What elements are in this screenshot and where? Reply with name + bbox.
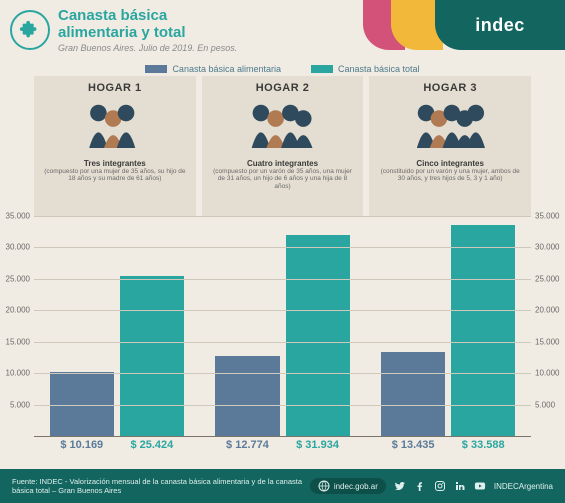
chart-area: HOGAR 1Tres integrantes(compuesto por un… (30, 76, 535, 454)
ytick-left: 35.000 (4, 212, 34, 221)
infographic-card: indec Canasta básica alimentaria y total… (0, 0, 565, 503)
legend-label-1: Canasta básica alimentaria (172, 64, 281, 74)
bar-columns (34, 216, 531, 436)
footer: Fuente: INDEC - Valorización mensual de … (0, 469, 565, 503)
footer-source: Fuente: INDEC - Valorización mensual de … (12, 477, 310, 495)
bar-group-1 (34, 216, 200, 436)
legend-swatch-2 (311, 65, 333, 73)
family-icon (375, 98, 525, 157)
ytick-left: 30.000 (4, 243, 34, 252)
panel-sub: Cinco integrantes (375, 159, 525, 168)
panel-sub: Tres integrantes (40, 159, 190, 168)
bar-v2 (286, 235, 350, 436)
value-cell-3: $ 13.435 $ 33.588 (365, 436, 531, 454)
plot: 5.0005.00010.00010.00015.00015.00020.000… (34, 216, 531, 436)
footer-socials: indec.gob.ar INDECArgentina (310, 478, 553, 494)
panel-desc: (compuesto por un varón de 35 años, una … (208, 168, 358, 190)
panel-hogar-1: HOGAR 1 Tres integrantes(compuesto por un… (34, 76, 196, 216)
bar-group-3 (365, 216, 531, 436)
value-cba: $ 12.774 (215, 439, 279, 451)
panel-hogar-2: HOGAR 2 Cuatro integrantes(compuesto por … (202, 76, 364, 216)
panels-row: HOGAR 1Tres integrantes(compuesto por un… (34, 76, 531, 216)
ytick-left: 20.000 (4, 306, 34, 315)
youtube-icon (474, 480, 486, 492)
bar-group-2 (200, 216, 366, 436)
subtitle: Gran Buenos Aires. Julio de 2019. En pes… (58, 43, 555, 53)
linkedin-icon (454, 480, 466, 492)
panel-hogar-3: HOGAR 3 Cinco integrantes(constituido por… (369, 76, 531, 216)
instagram-icon (434, 480, 446, 492)
legend-label-2: Canasta básica total (338, 64, 420, 74)
value-cell-1: $ 10.169 $ 25.424 (34, 436, 200, 454)
ytick-right: 15.000 (531, 337, 561, 346)
facebook-icon (414, 480, 426, 492)
panel-desc: (compuesto por una mujer de 35 años, su … (40, 168, 190, 183)
legend-item-1: Canasta básica alimentaria (145, 64, 281, 74)
value-cbt: $ 31.934 (286, 439, 350, 451)
panel-title: HOGAR 1 (40, 82, 190, 94)
ytick-right: 35.000 (531, 212, 561, 221)
site-url: indec.gob.ar (334, 482, 378, 491)
gridline (34, 310, 531, 311)
gridline (34, 279, 531, 280)
gridline (34, 247, 531, 248)
gridline (34, 405, 531, 406)
bar-v2 (120, 276, 184, 436)
site-chip: indec.gob.ar (310, 478, 386, 494)
ytick-right: 30.000 (531, 243, 561, 252)
value-cbt: $ 33.588 (451, 439, 515, 451)
panel-title: HOGAR 2 (208, 82, 358, 94)
globe-icon (318, 480, 330, 492)
panel-sub: Cuatro integrantes (208, 159, 358, 168)
legend-swatch-1 (145, 65, 167, 73)
title-line-2: alimentaria y total (58, 25, 555, 42)
ytick-left: 10.000 (4, 369, 34, 378)
value-cba: $ 10.169 (50, 439, 114, 451)
ytick-right: 10.000 (531, 369, 561, 378)
ytick-left: 25.000 (4, 274, 34, 283)
family-icon (208, 98, 358, 157)
gridline (34, 373, 531, 374)
social-handle: INDECArgentina (494, 482, 553, 491)
ytick-left: 5.000 (4, 400, 34, 409)
header: Canasta básica alimentaria y total Gran … (0, 0, 565, 62)
title-block: Canasta básica alimentaria y total Gran … (58, 8, 555, 53)
bar-v1 (215, 356, 279, 436)
bar-v1 (381, 352, 445, 436)
title-line-1: Canasta básica (58, 8, 555, 25)
family-icon (40, 98, 190, 157)
panel-title: HOGAR 3 (375, 82, 525, 94)
ytick-right: 5.000 (531, 400, 561, 409)
value-cbt: $ 25.424 (120, 439, 184, 451)
panel-desc: (constituido por un varón y una mujer, a… (375, 168, 525, 183)
ytick-right: 25.000 (531, 274, 561, 283)
twitter-icon (394, 480, 406, 492)
value-row: $ 10.169 $ 25.424 $ 12.774 $ 31.934 $ 13.435… (34, 436, 531, 454)
gridline (34, 216, 531, 217)
legend-item-2: Canasta básica total (311, 64, 420, 74)
gridline (34, 342, 531, 343)
value-cell-2: $ 12.774 $ 31.934 (200, 436, 366, 454)
ytick-right: 20.000 (531, 306, 561, 315)
puzzle-icon (10, 10, 50, 50)
ytick-left: 15.000 (4, 337, 34, 346)
value-cba: $ 13.435 (381, 439, 445, 451)
legend: Canasta básica alimentaria Canasta básic… (0, 64, 565, 74)
